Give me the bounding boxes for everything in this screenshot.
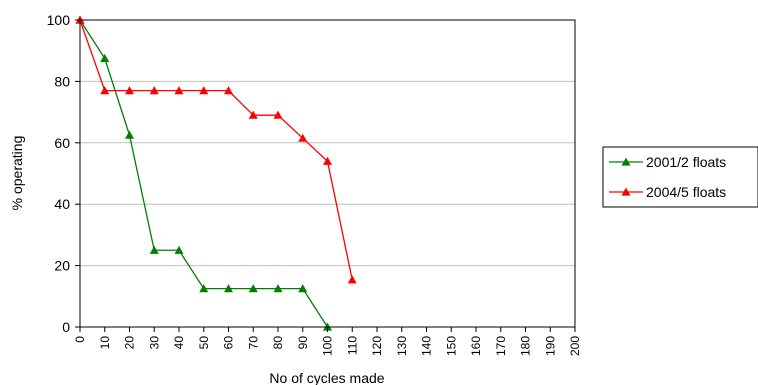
legend-box bbox=[602, 146, 758, 208]
x-tick-label: 60 bbox=[222, 336, 236, 350]
x-tick-label: 110 bbox=[345, 336, 359, 355]
x-tick-label: 180 bbox=[519, 336, 533, 356]
data-point bbox=[224, 86, 233, 95]
data-point bbox=[273, 110, 283, 119]
data-point bbox=[149, 245, 159, 254]
data-point bbox=[100, 53, 110, 62]
x-tick-label: 20 bbox=[123, 336, 137, 350]
x-tick-label: 0 bbox=[73, 336, 87, 343]
data-point bbox=[323, 156, 332, 165]
x-tick-label: 200 bbox=[568, 336, 582, 356]
data-point bbox=[298, 284, 308, 293]
x-tick-label: 160 bbox=[469, 336, 483, 356]
y-tick-label: 100 bbox=[47, 12, 71, 28]
x-tick-label: 50 bbox=[197, 336, 211, 350]
data-point bbox=[100, 86, 110, 95]
x-axis-title: No of cycles made bbox=[269, 370, 384, 385]
x-tick-label: 170 bbox=[494, 336, 508, 356]
x-tick-label: 80 bbox=[271, 336, 285, 350]
x-tick-label: 150 bbox=[444, 336, 458, 356]
data-point bbox=[125, 130, 134, 139]
legend: 2001/2 floats 2004/5 floats bbox=[602, 146, 758, 208]
x-axis: 0 10 20 30 40 50 60 70 80 90 100 110 120 130 140 150 160… bbox=[73, 327, 582, 356]
data-point bbox=[273, 284, 283, 293]
legend-marker bbox=[621, 187, 631, 196]
data-point bbox=[199, 284, 209, 293]
x-tick-label: 190 bbox=[543, 336, 557, 356]
gridlines bbox=[80, 80, 575, 267]
x-tick-label: 130 bbox=[395, 336, 409, 356]
x-tick-label: 70 bbox=[246, 336, 260, 350]
y-tick-label: 0 bbox=[62, 319, 70, 335]
y-tick-label: 80 bbox=[54, 73, 70, 89]
y-tick-label: 40 bbox=[54, 196, 70, 212]
series-2 bbox=[75, 15, 357, 284]
x-tick-label: 120 bbox=[370, 336, 384, 356]
data-point bbox=[248, 284, 258, 293]
legend-label: 2001/2 floats bbox=[646, 154, 726, 170]
legend-marker bbox=[621, 157, 631, 166]
data-point bbox=[248, 110, 258, 119]
data-point bbox=[125, 86, 134, 95]
data-point bbox=[149, 86, 159, 95]
x-tick-label: 30 bbox=[147, 336, 161, 350]
data-point bbox=[224, 284, 233, 293]
data-point bbox=[174, 245, 184, 254]
y-axis: 0 20 40 60 80 100 bbox=[47, 12, 80, 335]
series-line bbox=[79, 19, 353, 280]
x-tick-label: 40 bbox=[172, 336, 186, 350]
y-tick-label: 60 bbox=[54, 135, 70, 151]
data-point bbox=[174, 86, 184, 95]
legend-label: 2004/5 floats bbox=[646, 184, 726, 200]
data-point bbox=[199, 86, 209, 95]
y-axis-title: % operating bbox=[9, 136, 25, 211]
data-point bbox=[298, 133, 308, 142]
x-tick-label: 140 bbox=[420, 336, 434, 356]
x-tick-label: 10 bbox=[98, 336, 112, 350]
x-tick-label: 100 bbox=[321, 336, 335, 356]
plot-area bbox=[80, 20, 575, 327]
data-point bbox=[347, 275, 357, 284]
x-tick-label: 90 bbox=[296, 336, 310, 350]
y-tick-label: 20 bbox=[54, 258, 70, 274]
